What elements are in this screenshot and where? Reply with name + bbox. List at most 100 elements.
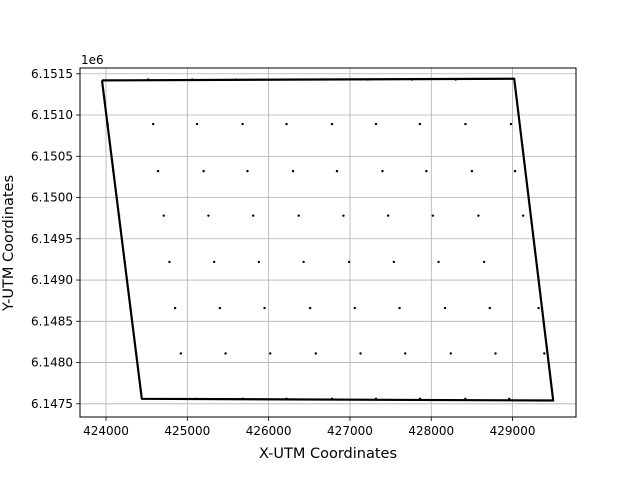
scatter-point — [129, 306, 132, 310]
scatter-point — [291, 169, 295, 173]
scatter-point — [212, 260, 216, 264]
scatter-point — [513, 169, 517, 173]
scatter-point — [464, 122, 467, 126]
scatter-point — [330, 397, 334, 401]
scatter-point — [191, 78, 194, 81]
x-tick-label: 425000 — [164, 424, 210, 438]
scatter-point — [194, 397, 197, 401]
scatter-point — [285, 397, 288, 401]
scatter-point — [470, 169, 474, 173]
scatter-point — [404, 352, 407, 355]
scatter-point — [147, 78, 150, 81]
scatter-point — [179, 352, 183, 355]
boundary-outline — [100, 77, 555, 402]
scatter-point — [302, 260, 305, 264]
scatter-point — [521, 214, 525, 217]
scatter-point — [381, 169, 384, 173]
y-tick-label: 6.1505 — [31, 149, 73, 163]
scatter-point — [374, 397, 378, 401]
x-tick-label: 428000 — [408, 424, 454, 438]
x-axis-ticks: 424000 425000 426000 427000 428000 429000 — [83, 417, 535, 438]
scatter-point — [482, 260, 486, 264]
y-tick-label: 6.1500 — [31, 191, 73, 205]
scatter-point — [437, 260, 440, 264]
scatter-point — [241, 397, 244, 401]
scatter-point — [398, 306, 401, 310]
scatter-point — [241, 122, 244, 126]
y-axis-offset-label: 1e6 — [81, 53, 104, 67]
scatter-point — [202, 169, 205, 173]
scatter-point — [353, 306, 357, 310]
y-tick-label: 6.1495 — [31, 232, 73, 246]
scatter-point — [234, 78, 238, 81]
scatter-point — [454, 78, 457, 81]
scatter-point — [218, 306, 222, 310]
x-tick-label: 429000 — [490, 424, 536, 438]
scatter-point — [449, 352, 452, 355]
scatter-point — [257, 260, 261, 264]
y-tick-label: 6.1480 — [31, 356, 73, 370]
y-tick-label: 6.1515 — [31, 67, 73, 81]
scatter-point — [366, 78, 370, 81]
scatter-point — [278, 78, 282, 81]
scatter-point — [123, 260, 126, 264]
scatter-point — [151, 122, 155, 126]
scatter-point — [431, 214, 435, 217]
scatter-point — [508, 397, 511, 401]
scatter-point — [224, 352, 227, 355]
scatter-point — [117, 214, 121, 217]
scatter-point — [494, 352, 497, 355]
x-axis-label: X-UTM Coordinates — [259, 446, 397, 462]
scatter-point — [207, 214, 210, 217]
scatter-point — [342, 214, 345, 217]
scatter-point — [134, 352, 138, 355]
y-tick-label: 6.1475 — [31, 397, 73, 411]
y-tick-label: 6.1485 — [31, 314, 73, 328]
scatter-point — [106, 122, 109, 126]
scatter-point — [269, 352, 272, 355]
scatter-point — [537, 306, 540, 310]
x-tick-label: 427000 — [327, 424, 373, 438]
data-points — [106, 78, 546, 401]
scatter-point — [543, 352, 546, 355]
scatter-point — [443, 306, 447, 310]
scatter-point — [162, 214, 165, 217]
y-axis-label: Y-UTM Coordinates — [1, 175, 17, 312]
scatter-point — [418, 397, 422, 401]
scatter-point — [392, 260, 396, 264]
scatter-point — [464, 397, 467, 401]
scatter-point — [335, 169, 339, 173]
scatter-point — [195, 122, 199, 126]
scatter-point — [246, 169, 249, 173]
scatter-point — [285, 122, 288, 126]
scatter-point — [168, 260, 171, 264]
y-axis-ticks: 6.1475 6.1480 6.1485 6.1490 6.1495 6.1500 6.15… — [31, 67, 80, 411]
scatter-point — [425, 169, 428, 173]
scatter-point — [314, 352, 318, 355]
x-tick-label: 424000 — [83, 424, 129, 438]
scatter-point — [297, 214, 300, 217]
scatter-point — [477, 214, 480, 217]
scatter-point — [173, 306, 177, 310]
axes-frame — [79, 67, 577, 418]
x-tick-label: 426000 — [246, 424, 292, 438]
scatter-point — [156, 169, 160, 173]
scatter-point — [374, 122, 378, 126]
grid-lines — [80, 68, 576, 417]
scatter-point — [488, 306, 492, 310]
y-tick-label: 6.1510 — [31, 108, 73, 122]
scatter-point — [386, 214, 390, 217]
scatter-point — [263, 306, 266, 310]
scatter-point — [410, 78, 413, 81]
scatter-point — [322, 78, 326, 81]
scatter-point — [359, 352, 362, 355]
scatter-point — [112, 169, 115, 173]
boundary-line — [100, 77, 555, 402]
scatter-point — [330, 122, 334, 126]
scatter-point — [418, 122, 422, 126]
scatter-point — [347, 260, 351, 264]
scatter-point — [308, 306, 312, 310]
scatter-point — [509, 122, 513, 126]
